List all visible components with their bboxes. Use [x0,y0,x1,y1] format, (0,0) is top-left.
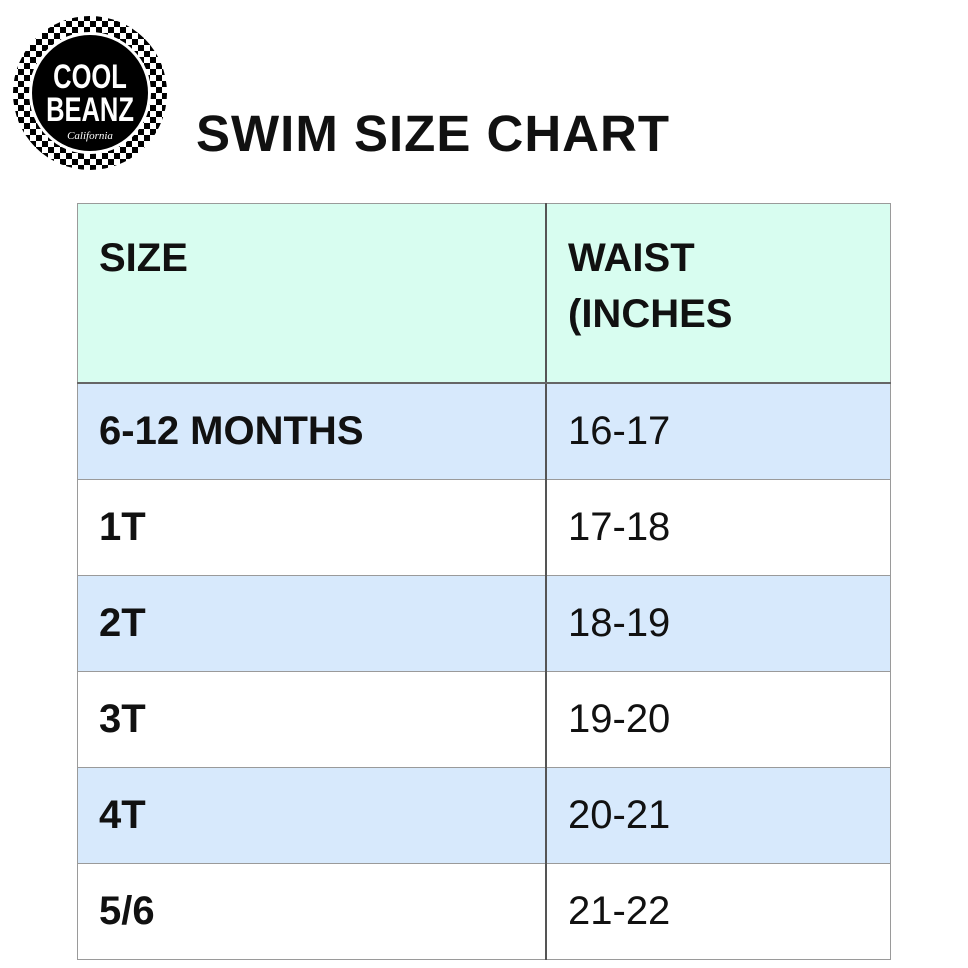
logo-line1: COOL [53,59,127,96]
size-cell: 2T [77,575,547,672]
cool-beanz-logo: COOL BEANZ California [13,16,167,170]
size-cell: 5/6 [77,863,547,960]
size-cell: 4T [77,767,547,864]
logo-tagline: California [67,130,113,142]
size-chart-table: SIZE WAIST (INCHES 6-12 MONTHS 16-17 1T … [77,203,891,960]
table-row: 2T 18-19 [77,575,891,672]
logo-line2: BEANZ [46,92,134,129]
waist-cell: 19-20 [545,671,891,768]
table-row: 5/6 21-22 [77,863,891,960]
table-row: 4T 20-21 [77,767,891,864]
size-cell: 6-12 MONTHS [77,382,547,480]
table-row: 3T 19-20 [77,671,891,768]
size-cell: 3T [77,671,547,768]
table-header-row: SIZE WAIST (INCHES [77,203,891,384]
header-waist-line1: WAIST [568,236,695,280]
page-title: SWIM SIZE CHART [196,105,670,162]
header-size: SIZE [77,203,547,384]
header-waist: WAIST (INCHES [545,203,891,384]
header-waist-line2: (INCHES [568,292,733,336]
table-row: 6-12 MONTHS 16-17 [77,382,891,480]
waist-cell: 21-22 [545,863,891,960]
waist-cell: 20-21 [545,767,891,864]
waist-cell: 16-17 [545,382,891,480]
size-cell: 1T [77,479,547,576]
table-row: 1T 17-18 [77,479,891,576]
waist-cell: 17-18 [545,479,891,576]
waist-cell: 18-19 [545,575,891,672]
